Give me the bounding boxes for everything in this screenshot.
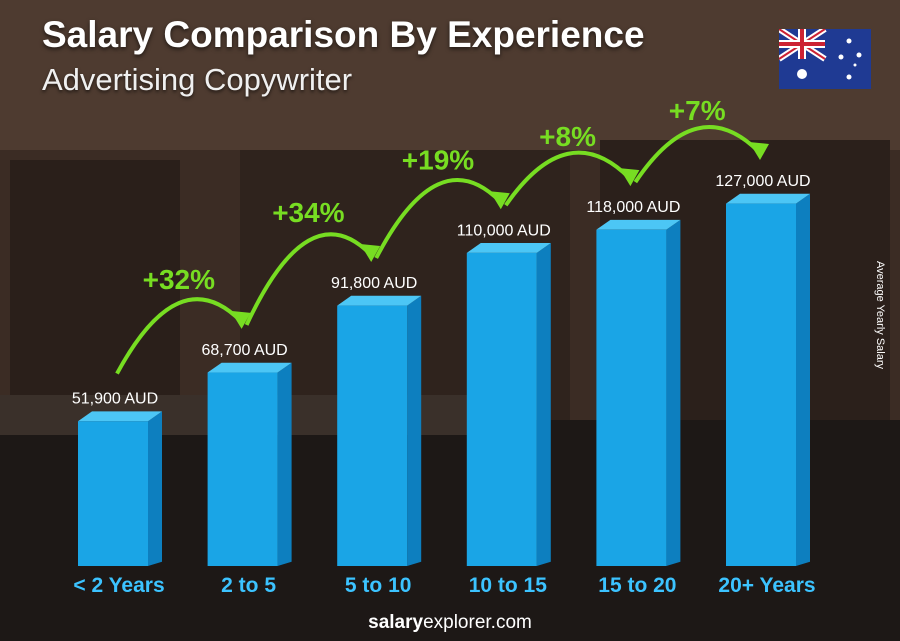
footer-brand-rest: explorer.com: [423, 612, 532, 633]
bar: [596, 229, 667, 566]
bar-side: [277, 362, 292, 566]
bar-side: [536, 243, 551, 566]
bar: [78, 421, 148, 566]
chart-title: Salary Comparison By Experience: [42, 14, 645, 55]
bar-top: [466, 243, 551, 253]
increase-label: +8%: [539, 121, 596, 152]
bar: [207, 372, 278, 566]
bar-side: [796, 193, 810, 567]
category-label: 15 to 20: [598, 574, 676, 597]
bar: [466, 252, 537, 566]
increase-arrowhead: [749, 142, 769, 160]
increase-arrow: [244, 232, 372, 326]
value-label: 51,900 AUD: [72, 391, 158, 408]
increase-arrow: [633, 125, 761, 184]
bar-side: [666, 219, 681, 567]
site-footer: salaryexplorer.com: [0, 612, 900, 634]
increase-label: +7%: [669, 95, 726, 126]
increase-arrowhead: [489, 191, 510, 210]
bar: [337, 305, 408, 566]
value-label: 91,800 AUD: [331, 275, 417, 292]
category-label: < 2 Years: [73, 574, 164, 597]
increase-arrow: [504, 150, 631, 207]
increase-arrowhead: [360, 243, 381, 262]
increase-label: +19%: [402, 144, 474, 175]
bar-top: [78, 411, 162, 422]
increase-arrowhead: [230, 310, 251, 329]
increase-label: +32%: [143, 264, 215, 295]
category-label: 20+ Years: [718, 574, 815, 597]
bar-top: [726, 193, 810, 204]
bar-side: [407, 295, 422, 566]
bar: [726, 203, 796, 566]
australia-flag-icon: [779, 29, 871, 89]
increase-label: +34%: [272, 197, 344, 228]
bar-top: [207, 362, 292, 373]
bar-side: [148, 411, 162, 566]
increase-arrow: [374, 178, 502, 259]
y-axis-label: Average Yearly Salary: [874, 260, 886, 370]
value-label: 118,000 AUD: [586, 199, 680, 216]
footer-brand-bold: salary: [368, 612, 424, 633]
category-label: 2 to 5: [221, 574, 276, 597]
value-label: 127,000 AUD: [715, 173, 810, 190]
increase-arrowhead: [619, 168, 640, 187]
bar-top: [596, 219, 681, 230]
category-label: 10 to 15: [469, 574, 548, 597]
bar-top: [337, 295, 422, 306]
value-label: 68,700 AUD: [201, 342, 287, 359]
category-label: 5 to 10: [345, 574, 412, 597]
chart-subtitle: Advertising Copywriter: [42, 62, 353, 97]
increase-arrow: [115, 297, 243, 375]
value-label: 110,000 AUD: [457, 222, 551, 239]
